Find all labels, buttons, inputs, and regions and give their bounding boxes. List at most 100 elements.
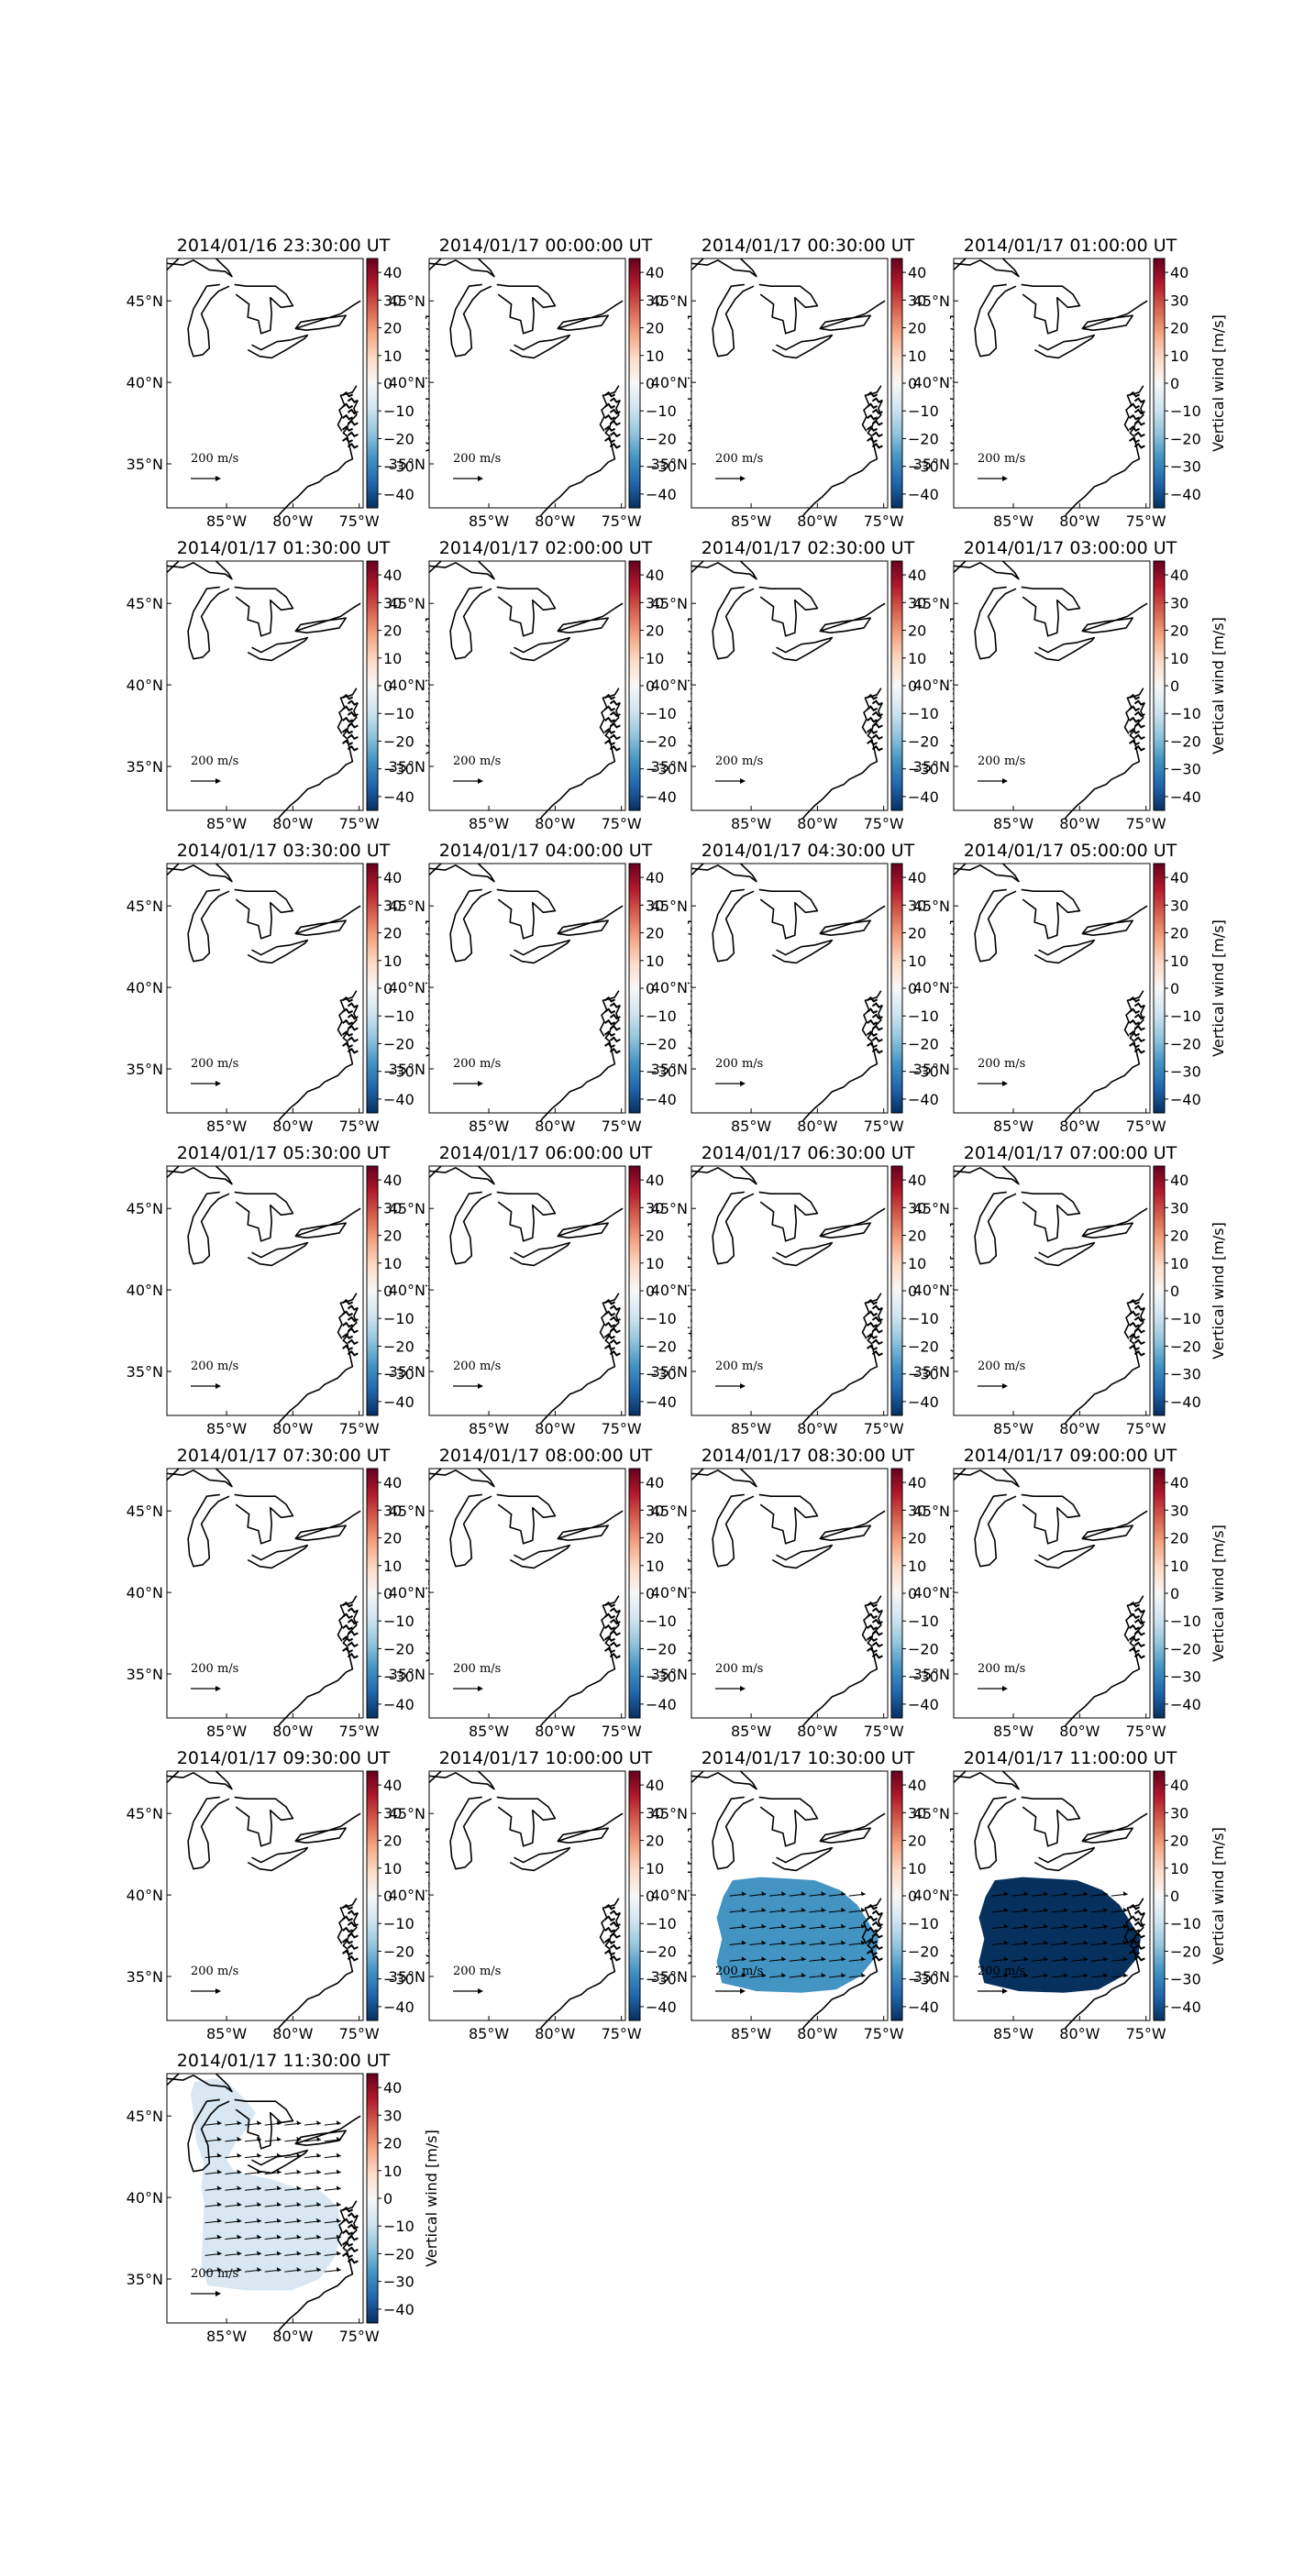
y-tick-label: 35°N — [651, 1363, 688, 1381]
wind-vector-head — [1103, 1891, 1109, 1897]
vector-scale-arrowhead — [216, 476, 221, 481]
x-tick-label: 85°W — [993, 815, 1033, 832]
vector-scale-arrowhead — [216, 1081, 221, 1086]
wind-vector-head — [780, 1923, 786, 1929]
coastline-path — [496, 888, 557, 940]
panel-title: 2014/01/17 03:30:00 UT — [177, 841, 391, 861]
vector-scale-arrowhead — [478, 778, 483, 784]
coastline-detail — [342, 1321, 354, 1328]
colorbar-tick-label: 20 — [646, 622, 664, 640]
coastline-detail — [867, 1635, 879, 1642]
coastline-path — [1081, 1510, 1148, 1541]
x-tick-label: 80°W — [535, 2025, 575, 2042]
coastline-path — [691, 863, 757, 883]
coastline — [953, 258, 1148, 517]
x-tick-label: 80°W — [535, 1420, 575, 1437]
colorbar-tick-label: −30 — [646, 1971, 677, 1988]
coastline-path — [428, 1770, 442, 1783]
coastline-detail — [1133, 1618, 1145, 1625]
coastline-path — [428, 1770, 495, 1790]
wind-vector-head — [1103, 1973, 1109, 1977]
y-tick-label: 45°N — [913, 595, 950, 612]
coastline-path — [974, 1796, 1017, 1870]
colorbar-tick-label: 0 — [646, 1585, 655, 1602]
colorbar-tick-label: −30 — [908, 1366, 939, 1383]
colorbar-tick-label: 0 — [1170, 980, 1179, 997]
coastline-path — [449, 283, 492, 358]
colorbar-tick-label: 20 — [1170, 1227, 1188, 1245]
x-tick-label: 85°W — [206, 512, 247, 530]
colorbar-tick-label: −20 — [646, 1035, 677, 1052]
map-frame — [428, 1468, 626, 1719]
coastline-detail — [342, 391, 354, 398]
coastline-detail — [604, 1949, 616, 1956]
colorbar-tick-label: 20 — [383, 925, 402, 942]
coastline-detail — [347, 420, 359, 426]
coastline-detail — [347, 1652, 359, 1659]
colorbar-tick-label: 0 — [1170, 1888, 1179, 1905]
colorbar-tick-label: −40 — [1170, 486, 1201, 503]
colorbar-tick-label: 40 — [646, 1777, 664, 1794]
coastline-detail — [347, 1910, 359, 1916]
coastline-path — [247, 939, 309, 964]
y-tick-label: 35°N — [127, 1666, 163, 1683]
colorbar-tick-label: 20 — [908, 1530, 926, 1547]
wind-vector-head — [741, 1940, 746, 1945]
colorbar-tick-label: 30 — [383, 2107, 402, 2124]
colorbar-tick-label: 0 — [646, 375, 655, 392]
wind-vector-head — [336, 2202, 341, 2207]
x-tick-label: 75°W — [602, 1420, 642, 1437]
coastline-detail — [342, 1310, 354, 1317]
vector-scale-label: 200 m/s — [191, 452, 238, 466]
vertical-wind-field — [191, 2078, 341, 2291]
wind-vector-head — [216, 2169, 222, 2174]
colorbar-tick-label: 30 — [1170, 897, 1188, 914]
y-tick-label: 40°N — [389, 374, 425, 391]
wind-vector-head — [860, 1891, 866, 1897]
coastline-detail — [342, 739, 354, 746]
y-tick-label: 40°N — [127, 374, 163, 391]
coastline-detail — [871, 1618, 883, 1625]
vector-scale-label: 200 m/s — [453, 1662, 501, 1676]
coastline-path — [247, 636, 309, 662]
wind-vector-head — [237, 2218, 242, 2223]
coastline-path — [974, 1493, 1017, 1568]
coastline-detail — [609, 699, 621, 706]
map-frame — [166, 258, 364, 509]
y-tick-label: 45°N — [651, 1200, 688, 1217]
x-tick-label: 75°W — [864, 512, 904, 530]
coastline-detail — [1129, 1298, 1141, 1305]
wind-vector-head — [276, 2120, 282, 2126]
colorbar-tick-label: 30 — [646, 1502, 664, 1519]
colorbar-tick-label: −30 — [646, 1668, 677, 1686]
coastline-detail — [342, 1926, 354, 1933]
coastline-detail — [609, 1607, 621, 1613]
coastline-detail — [342, 1030, 354, 1037]
coastline-detail — [1133, 1943, 1145, 1951]
wind-vector-head — [237, 2185, 242, 2191]
coastline-detail — [1133, 1013, 1145, 1020]
coastline-detail — [342, 728, 354, 734]
panel: 2014/01/17 11:30:00 UT 85°W 80°W 75°W 45°N 40… — [127, 2051, 440, 2345]
wind-vector-head — [216, 2218, 222, 2223]
colorbar-tick-label: 0 — [383, 2190, 392, 2207]
coastline-path — [771, 1241, 834, 1267]
coastline-detail — [1129, 1007, 1141, 1015]
coastline-detail — [1129, 1903, 1141, 1910]
colorbar-tick-label: 0 — [383, 375, 392, 392]
coastline-detail — [609, 1618, 621, 1625]
coastline-path — [428, 1468, 442, 1481]
coastline-path — [1081, 905, 1148, 936]
coastline-detail — [347, 431, 359, 438]
wind-vector-head — [761, 1907, 767, 1912]
coastline-detail — [347, 1316, 359, 1323]
y-tick-label: 45°N — [389, 1503, 425, 1520]
coastline-detail — [1129, 739, 1141, 746]
colorbar-tick-label: −10 — [646, 705, 677, 722]
coastline-detail — [871, 420, 883, 426]
wind-vector-head — [336, 2218, 341, 2223]
x-tick-label: 75°W — [339, 1117, 380, 1135]
x-tick-label: 80°W — [535, 1117, 575, 1135]
colorbar-tick-label: 40 — [1170, 1474, 1188, 1492]
